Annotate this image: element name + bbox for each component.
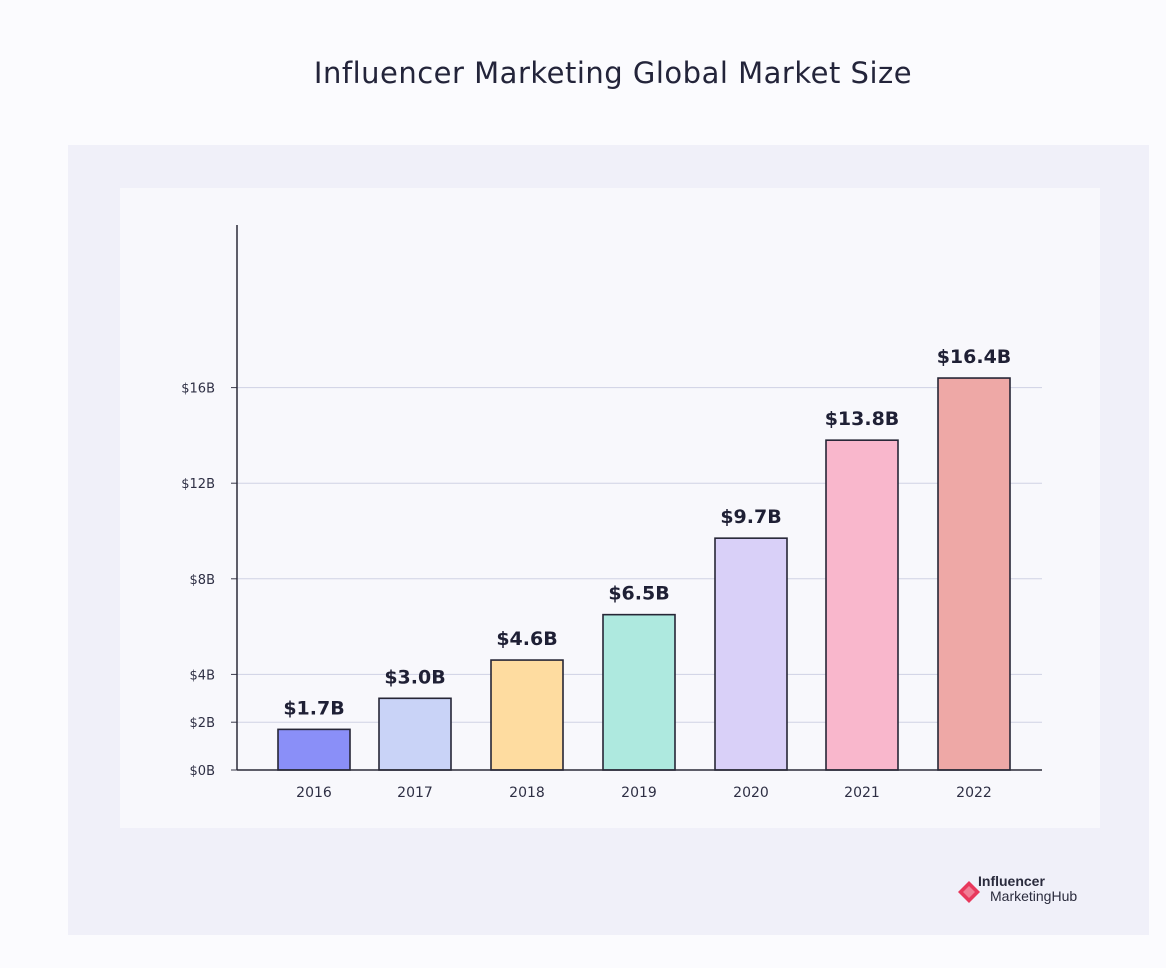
- bar: [714, 537, 788, 771]
- data-label: $3.0B: [384, 666, 445, 688]
- x-tick-label: 2022: [956, 785, 992, 801]
- bar: [378, 697, 452, 771]
- influencer-marketing-hub-logo: Influencer MarketingHub: [956, 873, 1116, 913]
- y-tick-label: $4B: [190, 668, 215, 683]
- bar: [937, 377, 1011, 771]
- logo-text-line1: Influencer: [978, 873, 1045, 889]
- y-tick-label: $2B: [190, 716, 215, 731]
- chart-title: Influencer Marketing Global Market Size: [313, 56, 913, 90]
- x-tick-label: 2017: [397, 785, 433, 801]
- x-tick-label: 2016: [296, 785, 332, 801]
- data-label: $9.7B: [720, 506, 781, 528]
- y-tick-label: $0B: [190, 764, 215, 779]
- data-label: $6.5B: [608, 583, 669, 605]
- bar: [277, 728, 351, 771]
- y-tick-label: $16B: [181, 382, 215, 397]
- y-tick-label: $12B: [181, 477, 215, 492]
- y-tick-label: $8B: [190, 573, 215, 588]
- bar: [602, 613, 676, 771]
- bar: [490, 659, 564, 771]
- data-label: $16.4B: [937, 346, 1012, 368]
- x-tick-label: 2021: [844, 785, 880, 801]
- data-label: $1.7B: [283, 697, 344, 719]
- logo-text-line2: MarketingHub: [990, 888, 1078, 904]
- data-label: $4.6B: [496, 628, 557, 650]
- bar: [825, 439, 899, 771]
- x-tick-label: 2020: [733, 785, 769, 801]
- x-tick-label: 2018: [509, 785, 545, 801]
- data-label: $13.8B: [825, 408, 900, 430]
- x-tick-label: 2019: [621, 785, 657, 801]
- logo-diamond-icon: [958, 881, 980, 903]
